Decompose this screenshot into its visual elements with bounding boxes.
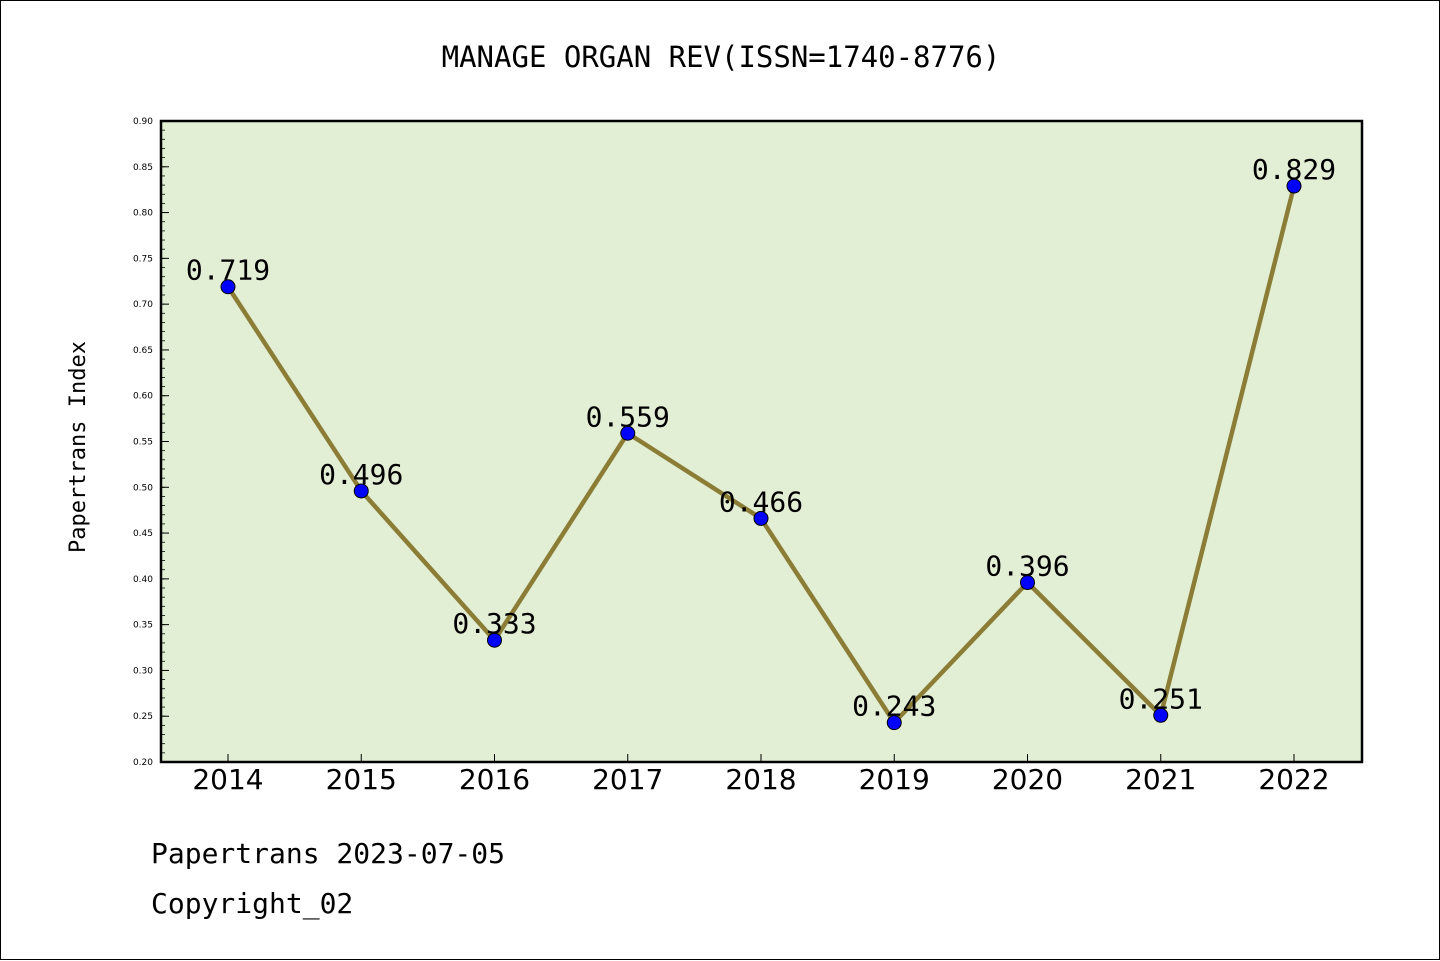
y-tick-label: 0.80 [133, 209, 153, 219]
y-tick-label: 0.30 [133, 666, 153, 676]
x-tick-label: 2017 [592, 763, 663, 796]
data-point-marker [220, 279, 236, 295]
footer-copyright: Copyright_02 [151, 887, 354, 920]
chart-title: MANAGE ORGAN REV(ISSN=1740-8776) [442, 40, 1001, 74]
x-tick-label: 2016 [459, 763, 530, 796]
x-tick-label: 2015 [326, 763, 397, 796]
data-point-marker [1153, 707, 1169, 723]
x-tick-label: 2018 [725, 763, 796, 796]
data-point-marker [753, 510, 769, 526]
data-label: 0.719 [186, 254, 270, 287]
data-point-marker [1020, 575, 1035, 591]
data-point-marker [886, 715, 902, 731]
y-tick-label: 0.60 [133, 392, 153, 402]
y-tick-label: 0.50 [133, 483, 153, 493]
series-layer: 0.719 0.496 0.333 0.559 0.466 0.243 0.396 0.251… [186, 153, 1336, 731]
plot-area [159, 119, 1364, 764]
data-label: 0.243 [852, 690, 936, 723]
data-label: 0.333 [452, 607, 536, 640]
y-tick-label: 0.70 [133, 300, 153, 310]
data-point-marker [487, 632, 502, 648]
y-tick-label: 0.20 [133, 758, 153, 768]
data-point-marker [1286, 178, 1302, 194]
y-tick-label: 0.40 [133, 575, 153, 585]
x-tick-label: 2014 [192, 763, 263, 796]
data-label: 0.396 [985, 550, 1069, 583]
x-tick-label: 2021 [1125, 763, 1196, 796]
footer-date-line: Papertrans 2023-07-05 [151, 837, 506, 870]
y-tick-label: 0.35 [133, 621, 153, 631]
data-label: 0.466 [719, 485, 803, 518]
data-label: 0.496 [319, 458, 403, 491]
y-tick-label: 0.45 [133, 529, 153, 539]
data-point-marker [353, 483, 369, 499]
x-tick-label: 2019 [859, 763, 930, 796]
data-point-marker [620, 425, 636, 441]
y-tick-label: 0.90 [133, 117, 153, 127]
y-tick-label: 0.25 [133, 712, 153, 722]
y-tick-label: 0.85 [133, 163, 153, 173]
x-axis: 2014 2015 2016 2017 2018 2019 2020 2021 2022 [192, 754, 1330, 796]
y-axis-label: Papertrans Index [66, 341, 91, 553]
x-tick-label: 2022 [1258, 763, 1329, 796]
y-axis: 0.20 0.25 0.30 0.35 0.40 0.45 0.50 0.55 0.60 0.65… [133, 117, 169, 768]
y-tick-label: 0.65 [133, 346, 153, 356]
data-label: 0.829 [1252, 153, 1336, 186]
data-label: 0.251 [1119, 682, 1203, 715]
y-tick-label: 0.75 [133, 254, 153, 264]
y-tick-label: 0.55 [133, 438, 153, 448]
x-tick-label: 2020 [992, 763, 1063, 796]
data-label: 0.559 [586, 400, 670, 433]
